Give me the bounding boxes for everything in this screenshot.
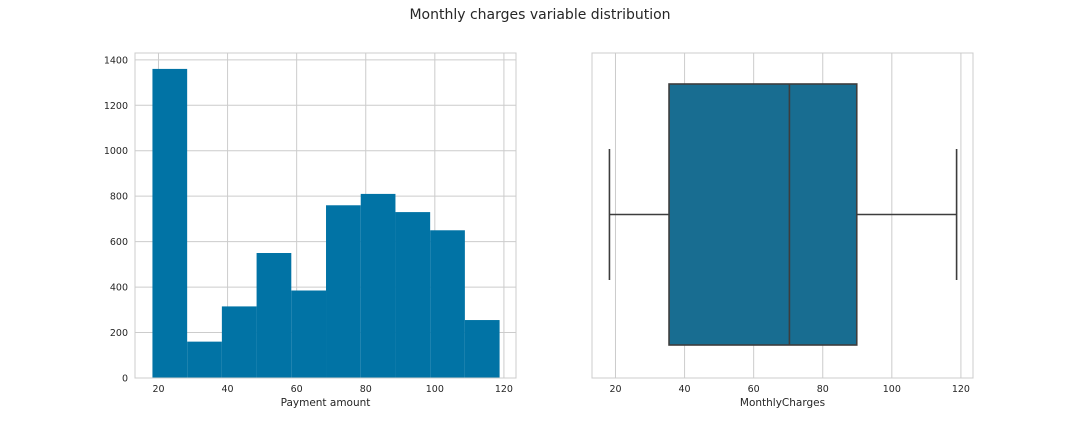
- figure-title: Monthly charges variable distribution: [409, 7, 671, 23]
- box-iqr-rect: [668, 83, 858, 346]
- hist-bar: [360, 193, 396, 378]
- hist-bar: [326, 205, 361, 378]
- hist-y-tick-label: 400: [110, 283, 128, 294]
- hist-x-tick-label: 120: [495, 384, 513, 395]
- hist-y-tick-label: 0: [122, 374, 128, 385]
- boxplot-panel: 20 40 60 80 100 120 MonthlyCharges: [591, 52, 974, 409]
- histogram-panel: 20 40 60 80 100 1200200400600800100012001400P…: [104, 52, 517, 409]
- box-x-axis-label: MonthlyCharges: [740, 397, 825, 409]
- hist-bar: [152, 68, 188, 378]
- hist-bar: [256, 253, 292, 378]
- hist-y-tick-label: 1400: [104, 55, 128, 66]
- hist-bar: [187, 341, 222, 378]
- box-x-tick-label: 80: [817, 384, 829, 395]
- hist-x-tick-label: 80: [360, 384, 372, 395]
- hist-bar: [395, 212, 431, 378]
- hist-bar: [430, 230, 465, 378]
- box-x-tick-label: 100: [883, 384, 901, 395]
- hist-bar: [464, 320, 500, 378]
- hist-x-tick-label: 100: [426, 384, 444, 395]
- hist-y-tick-label: 1000: [104, 146, 128, 157]
- box-x-tick-label: 120: [952, 384, 970, 395]
- hist-x-tick-label: 60: [291, 384, 303, 395]
- box-x-tick-label: 40: [679, 384, 691, 395]
- hist-y-tick-label: 600: [110, 237, 128, 248]
- hist-bar: [291, 290, 327, 378]
- box-frame: [591, 52, 974, 379]
- box-x-tick-label: 60: [748, 384, 760, 395]
- hist-frame: [134, 52, 517, 379]
- hist-x-tick-label: 20: [152, 384, 164, 395]
- hist-y-tick-label: 200: [110, 328, 128, 339]
- hist-bar: [221, 306, 257, 378]
- hist-x-tick-label: 40: [222, 384, 234, 395]
- box-x-tick-label: 20: [609, 384, 621, 395]
- hist-y-tick-label: 800: [110, 192, 128, 203]
- hist-y-tick-label: 1200: [104, 101, 128, 112]
- hist-x-axis-label: Payment amount: [281, 397, 371, 409]
